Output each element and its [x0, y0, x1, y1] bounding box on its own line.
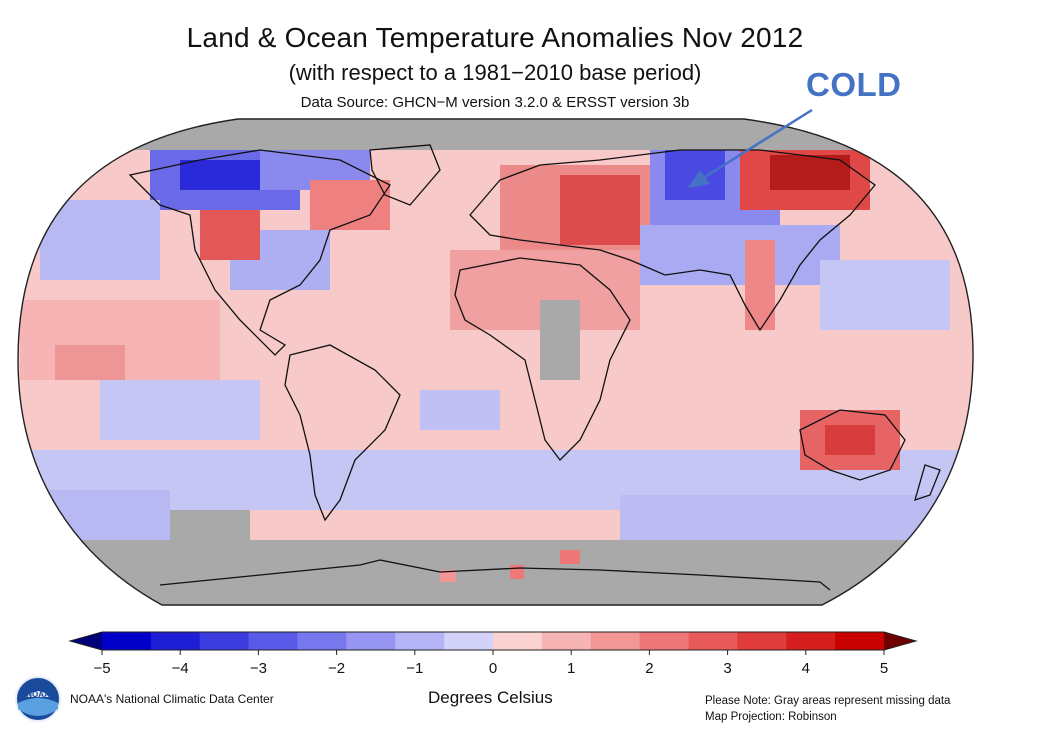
antarctic-warm-fleck-1	[510, 565, 524, 579]
credit-text: NOAA's National Climatic Data Center	[70, 692, 274, 706]
colorbar-swatch	[199, 632, 250, 650]
colorbar-swatch	[688, 632, 738, 650]
colorbar-swatch	[493, 632, 543, 650]
colorbar-swatch	[297, 632, 347, 650]
colorbar-tick-label: 4	[801, 660, 810, 677]
colorbar-tick-label: 0	[488, 660, 498, 677]
cold-arrow-head	[688, 170, 710, 188]
colorbar-low-end	[70, 632, 102, 650]
missing-africa-strip	[540, 300, 580, 380]
colorbar-tick-label: −2	[328, 660, 346, 677]
africa-outline	[454, 257, 631, 461]
colorbar-swatch	[786, 632, 836, 650]
missing-south-band	[18, 540, 974, 605]
noaa-logo-text: NOAA	[26, 690, 50, 699]
colorbar-swatch	[444, 632, 494, 650]
alaska-cold-core	[180, 160, 270, 190]
eurasia-outline	[469, 149, 876, 332]
north-america-outline	[128, 149, 391, 356]
colorbar-swatch	[248, 632, 298, 650]
colorbar-tick-label: −5	[93, 660, 111, 677]
noaa-logo: NOAA	[15, 676, 61, 722]
colorbar	[68, 631, 918, 655]
map-title: Land & Ocean Temperature Anomalies Nov 2…	[186, 22, 804, 53]
south-ocean-cool-west	[18, 490, 170, 540]
globe-border	[17, 118, 974, 606]
colorbar-swatch	[835, 632, 885, 650]
map-subtitle: (with respect to a 1981−2010 base period…	[288, 60, 702, 85]
colorbar-tick-label: 3	[723, 660, 732, 677]
missing-data-note: Please Note: Gray areas represent missin…	[705, 695, 951, 707]
india-warm	[745, 240, 775, 330]
continent-outlines	[128, 144, 941, 591]
south-ocean-cool-mid	[440, 470, 600, 510]
new-zealand-outline	[914, 464, 941, 502]
data-source: Data Source: GHCN−M version 3.2.0 & ERSS…	[300, 94, 690, 111]
colorbar-swatch	[102, 632, 152, 650]
colorbar-tick-label: −4	[171, 660, 189, 677]
colorbar-tick-label: 2	[645, 660, 654, 677]
colorbar-tick-label: −1	[406, 660, 424, 677]
colorbar-high-end	[884, 632, 916, 650]
colorbar-swatch	[150, 632, 201, 650]
south-ocean-cool-east	[620, 495, 974, 540]
cold-arrow-line	[699, 108, 813, 182]
colorbar-swatch	[346, 632, 396, 650]
colorbar-tick-label: 5	[879, 660, 889, 677]
siberia-cold-core	[665, 150, 725, 200]
missing-south-patch	[160, 510, 250, 540]
antarctica-outline	[159, 559, 831, 591]
australia-outline	[799, 409, 906, 481]
antarctic-warm-fleck-2	[560, 550, 580, 564]
missing-north-band	[18, 119, 974, 150]
australia-warm-core	[825, 425, 875, 455]
north-pacific-cool	[40, 200, 160, 280]
western-us-warm	[200, 210, 260, 260]
colorbar-unit-label: Degrees Celsius	[428, 688, 553, 707]
south-pacific-cool	[100, 380, 260, 440]
central-asia-cool	[640, 225, 840, 285]
colorbar-tick-label: −3	[249, 660, 267, 677]
colorbar-tick-label: 1	[567, 660, 576, 677]
cold-annotation-label: COLD	[806, 66, 902, 103]
greenland-outline	[369, 144, 441, 206]
colorbar-swatch	[590, 632, 641, 650]
colorbar-swatch	[395, 632, 445, 650]
central-pacific-warm	[55, 345, 125, 380]
footer-note: Please Note: Gray areas represent missin…	[705, 693, 950, 725]
south-atlantic-cool	[420, 390, 500, 430]
russia-warm-core	[560, 175, 640, 245]
colorbar-swatch	[541, 632, 592, 650]
colorbar-swatch	[737, 632, 787, 650]
projection-note: Map Projection: Robinson	[705, 711, 837, 723]
south-america-outline	[284, 344, 401, 522]
antarctic-warm-fleck-3	[440, 570, 456, 582]
west-pacific-cool	[820, 260, 950, 330]
east-siberia-warm-core	[770, 155, 850, 190]
colorbar-swatch	[639, 632, 689, 650]
